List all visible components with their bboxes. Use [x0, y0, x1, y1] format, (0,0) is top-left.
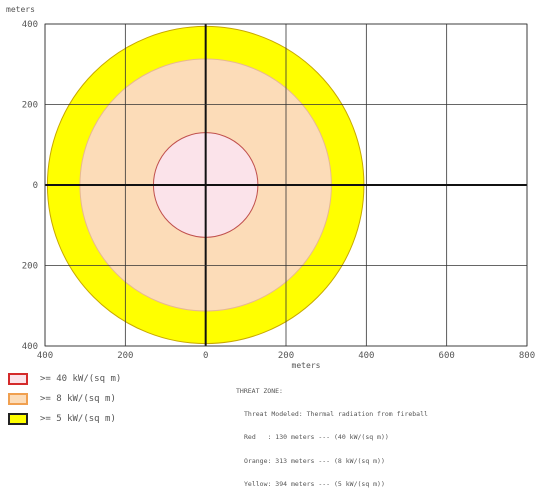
- legend-label: >= 40 kW/(sq m): [40, 374, 122, 384]
- x-tick-label: 400: [358, 351, 374, 361]
- summary-orange-zone: Orange: 313 meters --- (8 kW/(sq m)): [244, 456, 385, 465]
- summary-threat-modeled: Threat Modeled: Thermal radiation from f…: [244, 409, 428, 418]
- summary-heading: THREAT ZONE:: [236, 386, 283, 395]
- y-tick-label: 400: [22, 342, 38, 352]
- legend-swatch-yellow: [8, 413, 28, 425]
- legend-item-40kw: >= 40 kW/(sq m): [8, 370, 228, 388]
- legend-label: >= 8 kW/(sq m): [40, 394, 116, 404]
- y-axis-label: meters: [6, 5, 35, 14]
- x-tick-label: 200: [278, 351, 294, 361]
- x-tick-label: 400: [37, 351, 53, 361]
- x-tick-label: 600: [439, 351, 455, 361]
- y-tick-label: 200: [22, 101, 38, 111]
- y-tick-label: 200: [22, 262, 38, 272]
- legend: >= 40 kW/(sq m) >= 8 kW/(sq m) >= 5 kW/(…: [8, 370, 228, 430]
- legend-item-8kw: >= 8 kW/(sq m): [8, 390, 228, 408]
- x-tick-label: 200: [117, 351, 133, 361]
- summary-red-zone: Red : 130 meters --- (40 kW/(sq m)): [244, 433, 389, 442]
- y-tick-label: 400: [22, 20, 38, 30]
- plot-border: [44, 23, 528, 347]
- x-tick-label: 0: [203, 351, 208, 361]
- legend-swatch-red: [8, 373, 28, 385]
- threat-zone-summary: THREAT ZONE: Threat Modeled: Thermal rad…: [236, 372, 536, 497]
- x-axis-label: meters: [292, 361, 321, 368]
- summary-yellow-zone: Yellow: 394 meters --- (5 kW/(sq m)): [244, 480, 385, 489]
- y-tick-label: 0: [33, 181, 38, 191]
- x-tick-label: 800: [519, 351, 535, 361]
- legend-item-5kw: >= 5 kW/(sq m): [8, 410, 228, 428]
- legend-label: >= 5 kW/(sq m): [40, 414, 116, 424]
- legend-swatch-orange: [8, 393, 28, 405]
